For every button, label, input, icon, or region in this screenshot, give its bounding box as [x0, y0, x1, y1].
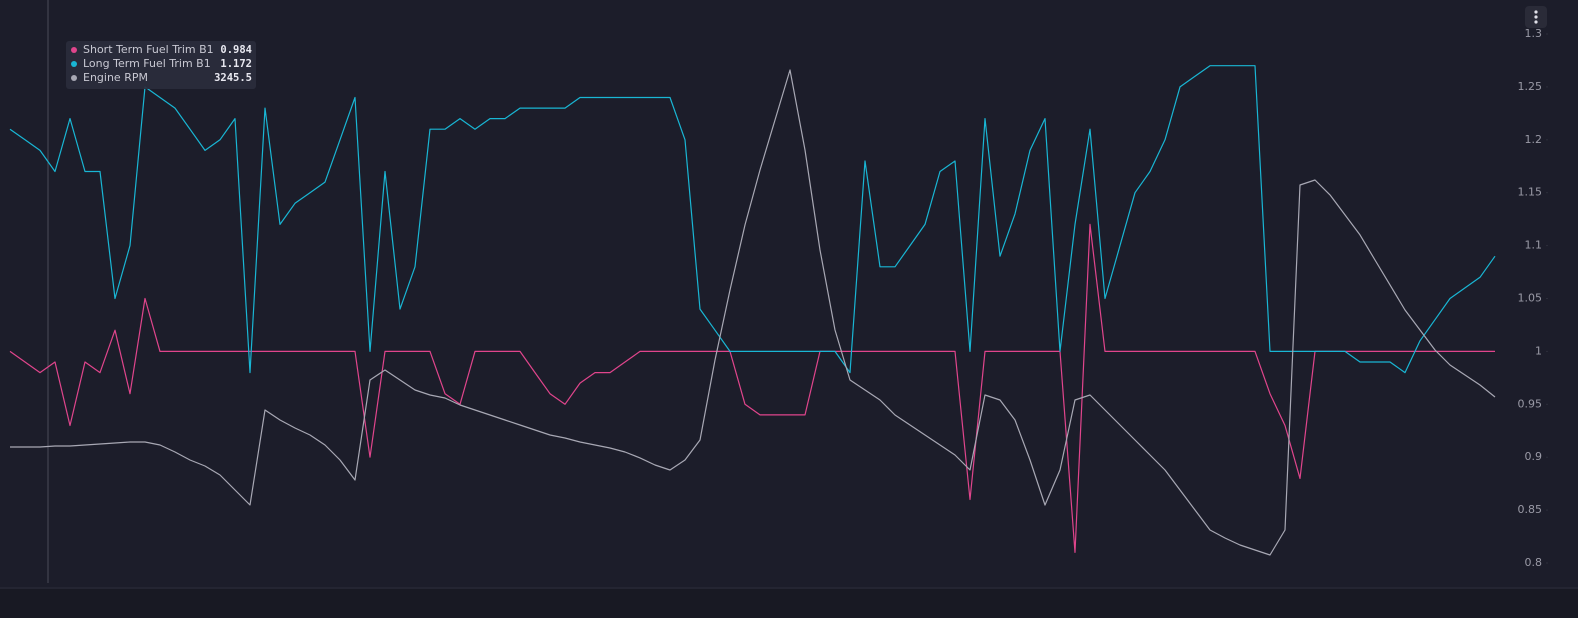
legend-label: Short Term Fuel Trim B1 [83, 43, 214, 56]
bottom-strip [0, 589, 1578, 618]
y-tick-label: 0.8 [1525, 556, 1543, 569]
y-tick-label: 1.25 [1518, 80, 1543, 93]
legend-label: Long Term Fuel Trim B1 [83, 57, 211, 70]
tooltip-bg [66, 41, 256, 89]
menu-dot [1534, 15, 1538, 19]
y-tick-label: 1.2 [1525, 133, 1543, 146]
menu-button[interactable] [1525, 6, 1547, 28]
y-tick-label: 1.1 [1525, 239, 1543, 252]
legend-label: Engine RPM [83, 71, 148, 84]
tooltip-value: 0.984 [220, 44, 252, 56]
legend-swatch [71, 75, 77, 81]
menu-dot [1534, 10, 1538, 14]
menu-dot [1534, 20, 1538, 24]
y-tick-label: 1.15 [1518, 186, 1543, 199]
series-line [10, 69, 1496, 556]
tooltip-value: 1.172 [220, 58, 252, 70]
y-tick-label: 1 [1535, 344, 1542, 357]
y-tick-label: 0.95 [1518, 397, 1543, 410]
series-line [9, 65, 1496, 374]
legend-swatch [71, 61, 77, 67]
y-tick-label: 1.3 [1525, 27, 1543, 40]
y-tick-label: 0.85 [1518, 503, 1543, 516]
y-tick-label: 1.05 [1518, 292, 1543, 305]
series-line [9, 223, 1495, 553]
y-tick-label: 0.9 [1525, 450, 1543, 463]
tooltip: Short Term Fuel Trim B1 0.984 Long Term Fu… [66, 41, 256, 89]
tooltip-value: 3245.5 [214, 72, 252, 84]
plot-area [9, 33, 1548, 564]
legend-swatch [71, 47, 77, 53]
